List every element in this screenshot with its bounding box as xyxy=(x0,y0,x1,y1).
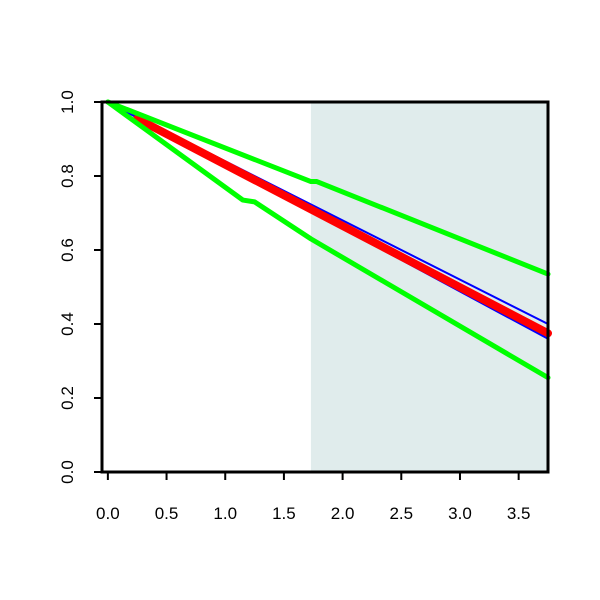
y-axis: 0.0 0.2 0.4 0.6 0.8 1.0 xyxy=(58,90,102,484)
x-tick-label: 1.0 xyxy=(213,504,237,523)
x-tick-label: 0.0 xyxy=(96,504,120,523)
x-axis: 0.0 0.5 1.0 1.5 2.0 2.5 3.0 3.5 xyxy=(96,472,530,523)
shaded-region xyxy=(310,102,548,472)
y-tick-label: 1.0 xyxy=(58,90,77,114)
y-tick-label: 0.4 xyxy=(58,312,77,336)
series-line-5 xyxy=(105,99,551,381)
x-tick-label: 2.0 xyxy=(331,504,355,523)
x-tick-label: 3.0 xyxy=(448,504,472,523)
y-tick-label: 0.6 xyxy=(58,238,77,262)
y-tick-label: 0.8 xyxy=(58,164,77,188)
plot-frame xyxy=(100,100,550,474)
x-tick-label: 3.5 xyxy=(507,504,531,523)
y-tick-label: 0.0 xyxy=(58,460,77,484)
series-line-3 xyxy=(133,114,552,338)
x-tick-label: 0.5 xyxy=(155,504,179,523)
series-layer xyxy=(105,99,552,381)
x-tick-label: 2.5 xyxy=(389,504,413,523)
x-tick-label: 1.5 xyxy=(272,504,296,523)
y-tick-label: 0.2 xyxy=(58,386,77,410)
series-line-4 xyxy=(105,99,551,277)
